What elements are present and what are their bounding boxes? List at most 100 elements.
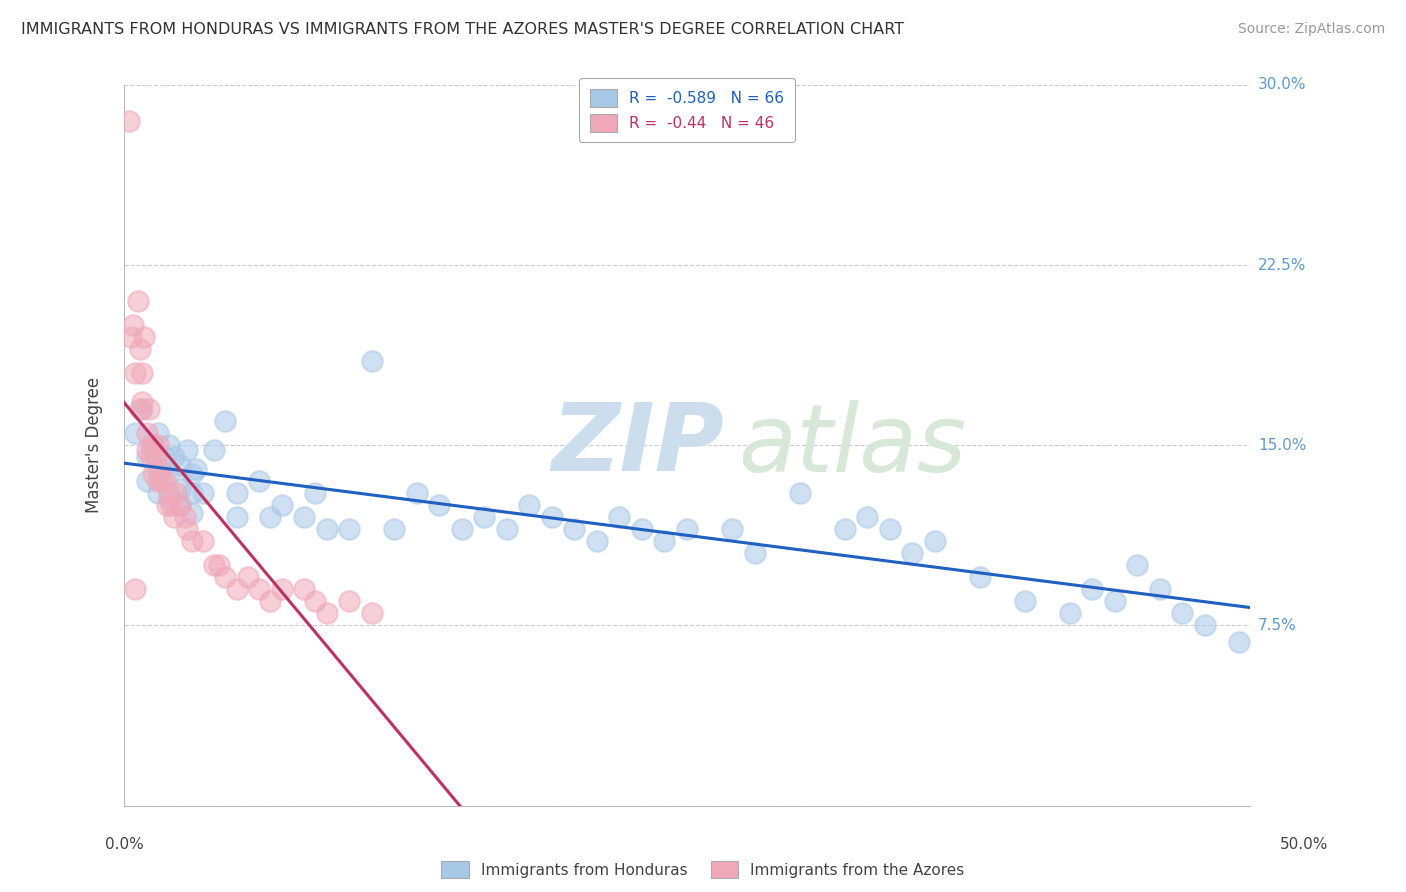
Point <box>128 402 150 417</box>
Point <box>270 499 292 513</box>
Point <box>225 486 247 500</box>
Point <box>259 510 281 524</box>
Point <box>337 522 360 536</box>
Point <box>146 475 169 489</box>
Point <box>131 395 153 409</box>
Point <box>586 534 609 549</box>
Point <box>134 330 156 344</box>
Point <box>141 438 163 452</box>
Point <box>247 582 270 597</box>
Point <box>360 354 382 368</box>
Point <box>214 570 236 584</box>
Point <box>901 546 924 560</box>
Point <box>1081 582 1104 597</box>
Point <box>124 582 146 597</box>
Text: 15.0%: 15.0% <box>1258 438 1306 453</box>
Point <box>157 491 180 505</box>
Text: ZIP: ZIP <box>553 400 724 491</box>
Point <box>153 475 176 489</box>
Point <box>202 558 225 573</box>
Point <box>631 522 654 536</box>
Point <box>124 366 146 380</box>
Point <box>191 486 214 500</box>
Text: IMMIGRANTS FROM HONDURAS VS IMMIGRANTS FROM THE AZORES MASTER'S DEGREE CORRELATI: IMMIGRANTS FROM HONDURAS VS IMMIGRANTS F… <box>21 22 904 37</box>
Point <box>146 462 169 476</box>
Text: 0.0%: 0.0% <box>105 837 145 852</box>
Point <box>225 582 247 597</box>
Point <box>135 426 157 441</box>
Point <box>180 486 202 500</box>
Point <box>654 534 676 549</box>
Point <box>131 402 153 417</box>
Point <box>879 522 901 536</box>
Point <box>1104 594 1126 608</box>
Point <box>1171 607 1194 621</box>
Point <box>131 366 153 380</box>
Point <box>405 486 427 500</box>
Point <box>924 534 946 549</box>
Point <box>202 443 225 458</box>
Point <box>208 558 231 573</box>
Text: atlas: atlas <box>738 400 966 491</box>
Point <box>141 450 163 465</box>
Point <box>304 486 326 500</box>
Point <box>382 522 405 536</box>
Point <box>292 582 315 597</box>
Legend: R =  -0.589   N = 66, R =  -0.44   N = 46: R = -0.589 N = 66, R = -0.44 N = 46 <box>579 78 794 143</box>
Point <box>236 570 259 584</box>
Point <box>1014 594 1036 608</box>
Point <box>127 294 149 309</box>
Point <box>856 510 879 524</box>
Point <box>247 475 270 489</box>
Point <box>146 426 169 441</box>
Point <box>163 510 186 524</box>
Point <box>156 499 179 513</box>
Point <box>1126 558 1149 573</box>
Text: 50.0%: 50.0% <box>1281 837 1329 852</box>
Point <box>149 462 172 476</box>
Point <box>427 499 450 513</box>
Legend: Immigrants from Honduras, Immigrants from the Azores: Immigrants from Honduras, Immigrants fro… <box>436 855 970 884</box>
Point <box>169 458 191 472</box>
Point <box>146 438 169 452</box>
Point <box>270 582 292 597</box>
Text: Source: ZipAtlas.com: Source: ZipAtlas.com <box>1237 22 1385 37</box>
Point <box>744 546 766 560</box>
Point <box>304 594 326 608</box>
Point <box>142 467 165 482</box>
Point <box>541 510 564 524</box>
Point <box>176 443 198 458</box>
Text: 22.5%: 22.5% <box>1258 258 1306 273</box>
Point <box>174 510 197 524</box>
Point <box>337 594 360 608</box>
Point <box>135 475 157 489</box>
Point <box>163 450 186 465</box>
Point <box>169 499 191 513</box>
Point <box>124 426 146 441</box>
Point <box>969 570 991 584</box>
Point <box>145 450 167 465</box>
Point <box>180 534 202 549</box>
Point <box>315 522 337 536</box>
Point <box>160 499 183 513</box>
Point <box>676 522 699 536</box>
Text: 7.5%: 7.5% <box>1258 618 1296 633</box>
Point <box>152 475 174 489</box>
Point <box>360 607 382 621</box>
Point <box>1194 618 1216 632</box>
Point <box>180 467 202 482</box>
Point <box>450 522 472 536</box>
Point <box>165 486 187 500</box>
Point <box>315 607 337 621</box>
Point <box>135 443 157 458</box>
Point <box>789 486 811 500</box>
Point <box>180 506 202 520</box>
Point <box>472 510 495 524</box>
Point <box>519 499 541 513</box>
Point <box>135 450 157 465</box>
Point <box>153 450 176 465</box>
Point <box>191 534 214 549</box>
Point <box>1227 635 1250 649</box>
Point <box>1149 582 1171 597</box>
Point <box>122 318 145 333</box>
